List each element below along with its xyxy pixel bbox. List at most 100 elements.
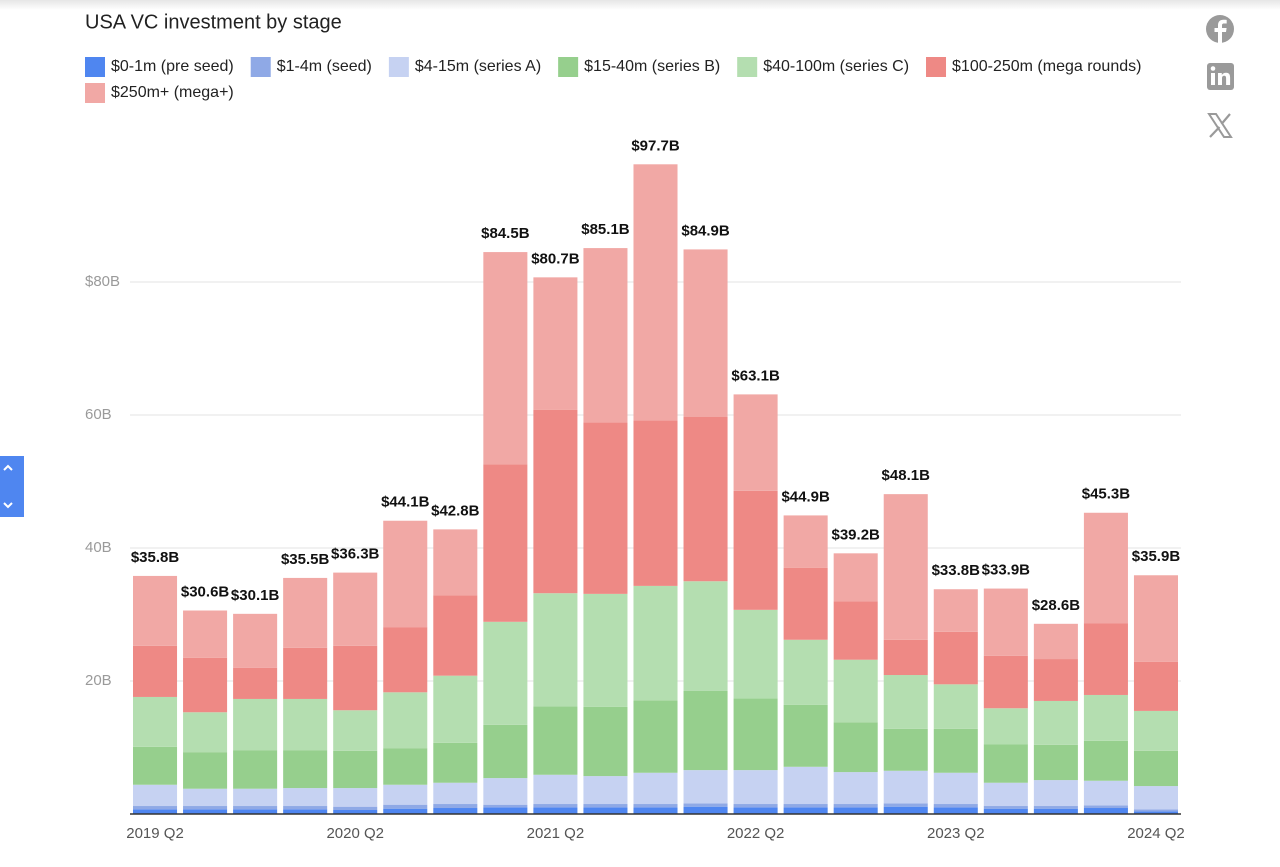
total-label: $80.7B — [531, 250, 580, 267]
bar-segment — [733, 490, 778, 610]
total-label: $35.9B — [1132, 548, 1181, 565]
bar-segment — [433, 804, 478, 809]
y-tick-label: $80B — [85, 273, 120, 290]
bar-segment — [683, 770, 728, 804]
bar-segment — [383, 804, 428, 809]
x-tick-label: 2021 Q2 — [527, 825, 585, 842]
total-label: $39.2B — [832, 526, 881, 543]
total-label: $30.6B — [181, 583, 230, 600]
bar-segment — [883, 639, 928, 676]
bar-segment — [383, 808, 428, 814]
bar-segment — [283, 750, 328, 789]
bar-segment — [733, 609, 778, 699]
y-tick-label: 60B — [85, 406, 112, 423]
bar-segment — [833, 601, 878, 660]
bar-segment — [1083, 808, 1128, 814]
bar-segment — [883, 803, 928, 807]
legend-label: $4-15m (series A) — [415, 58, 541, 75]
bar-segment — [333, 806, 378, 811]
bar-segment — [683, 690, 728, 771]
total-label: $35.8B — [131, 549, 180, 566]
bar-segment — [433, 529, 478, 596]
bar-segment — [633, 420, 678, 586]
bar-segment — [883, 675, 928, 729]
bar-segment — [133, 746, 178, 785]
bar-segment — [783, 639, 828, 705]
bar-segment — [483, 621, 528, 725]
bar-segment — [733, 698, 778, 771]
bar-segment — [283, 788, 328, 807]
legend-swatch — [250, 57, 271, 77]
bar-segment — [1033, 780, 1078, 807]
total-label: $33.8B — [932, 562, 981, 579]
bar-segment — [233, 788, 278, 807]
x-tick-label: 2020 Q2 — [326, 825, 384, 842]
bar-segment — [983, 808, 1028, 814]
bar-segment — [583, 422, 628, 594]
bar-segment — [533, 774, 578, 805]
bar-segment — [583, 807, 628, 814]
bar-segment — [833, 722, 878, 773]
bar-segment — [733, 770, 778, 805]
bar-segment — [1083, 805, 1128, 809]
total-label: $36.3B — [331, 546, 380, 563]
bar-segment — [183, 712, 228, 753]
y-tick-label: 20B — [85, 672, 112, 689]
bar-segment — [383, 692, 428, 749]
bar-segment — [833, 772, 878, 805]
bar-segment — [333, 710, 378, 751]
bar-segment — [383, 520, 428, 628]
bar-segment — [783, 704, 828, 767]
bar-segment — [983, 744, 1028, 783]
bar-segment — [533, 706, 578, 775]
bar-segment — [1133, 809, 1178, 812]
total-label: $28.6B — [1032, 597, 1081, 614]
legend-label: $1-4m (seed) — [277, 58, 372, 75]
y-tick-label: 40B — [85, 539, 112, 556]
bar-segment — [583, 593, 628, 707]
bar-segment — [683, 803, 728, 807]
bar-segment — [933, 728, 978, 773]
bar-segment — [1083, 780, 1128, 806]
bar-segment — [333, 788, 378, 807]
bar-segment — [1083, 740, 1128, 781]
total-label: $45.3B — [1082, 486, 1131, 503]
bar-segment — [983, 782, 1028, 807]
bar-segment — [833, 659, 878, 723]
bar-segment — [883, 806, 928, 814]
bar-segment — [583, 706, 628, 777]
bar-segment — [333, 572, 378, 646]
bar-segment — [933, 589, 978, 632]
bar-segment — [283, 698, 328, 751]
side-tab[interactable] — [0, 456, 24, 517]
bar-segment — [833, 553, 878, 602]
bar-segment — [133, 696, 178, 747]
bar-segment — [283, 809, 328, 814]
bar-segment — [183, 610, 228, 658]
total-label: $63.1B — [731, 367, 780, 384]
bar-segment — [633, 807, 678, 814]
legend-swatch — [737, 57, 758, 77]
bar-segment — [283, 806, 328, 810]
bar-segment — [933, 631, 978, 685]
x-icon[interactable] — [1207, 113, 1233, 138]
bar-segment — [1133, 575, 1178, 662]
bar-segment — [1133, 786, 1178, 810]
bar-segment — [233, 750, 278, 789]
bar-segment — [483, 804, 528, 808]
bar-segment — [633, 585, 678, 701]
bar-segment — [233, 667, 278, 699]
bar-segment — [233, 698, 278, 751]
bar-segment — [633, 804, 678, 808]
bar-segment — [1033, 806, 1078, 809]
bar-segment — [783, 515, 828, 568]
bar-segment — [683, 806, 728, 814]
linkedin-icon[interactable] — [1207, 63, 1234, 90]
x-tick-label: 2024 Q2 — [1127, 825, 1185, 842]
bar-segment — [1133, 811, 1178, 814]
bar-segment — [233, 809, 278, 814]
bar-segment — [883, 494, 928, 640]
total-label: $48.1B — [882, 467, 931, 484]
facebook-icon[interactable] — [1206, 15, 1234, 43]
